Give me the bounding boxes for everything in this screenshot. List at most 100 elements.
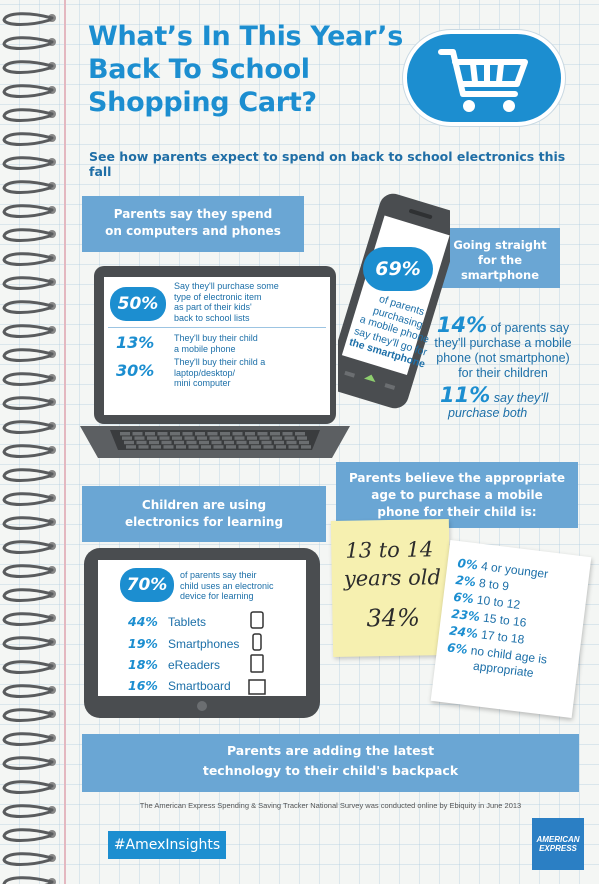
- keyboard-key: [274, 440, 284, 445]
- stat-11-block: 11% say they'll purchase both: [440, 385, 580, 421]
- keyboard-key: [263, 445, 274, 449]
- binding-ring: [2, 540, 54, 554]
- binding-ring: [2, 372, 54, 386]
- stat-69-badge: 69%: [363, 247, 433, 291]
- keyboard-key: [251, 445, 261, 449]
- binding-ring: [2, 684, 54, 698]
- subtitle: See how parents expect to spend on back …: [89, 149, 566, 179]
- keyboard-key: [186, 440, 197, 445]
- stat-11-text: say they'll: [493, 391, 549, 405]
- stat-30-value: 30%: [116, 361, 155, 380]
- keyboard-key: [126, 445, 136, 449]
- keyboard-key: [149, 440, 159, 445]
- spiral-binding: [2, 12, 56, 884]
- backpack-band: Parents are adding the latest technology…: [82, 734, 579, 792]
- computers-phones-band: Parents say they spend on computers and …: [82, 196, 304, 252]
- binding-ring: [2, 348, 54, 362]
- binding-ring: [2, 156, 54, 170]
- binding-ring: [2, 564, 54, 578]
- keyboard-key: [161, 440, 172, 445]
- keyboard-key: [145, 432, 155, 436]
- divider: [108, 327, 326, 328]
- binding-ring: [2, 12, 54, 26]
- keyboard-key: [261, 440, 272, 445]
- smartphone-band-text: Going straight for the smartphone: [453, 238, 547, 282]
- learning-band: Children are using electronics for learn…: [82, 486, 326, 542]
- keyboard-key: [282, 432, 293, 436]
- keyboard-key: [284, 436, 295, 440]
- binding-ring: [2, 108, 54, 122]
- keyboard-key: [297, 436, 307, 440]
- sticky-line: 13 to 14: [345, 537, 434, 563]
- keyboard-key: [232, 432, 243, 436]
- keyboard-key: [182, 432, 193, 436]
- keyboard-key: [207, 432, 218, 436]
- binding-ring: [2, 804, 54, 818]
- sticky-pct: 34%: [366, 603, 421, 633]
- keyboard-key: [238, 445, 249, 449]
- keyboard-key: [299, 440, 309, 445]
- keyboard-key: [211, 440, 222, 445]
- keyboard-key: [195, 432, 205, 436]
- keyboard-key: [224, 440, 234, 445]
- keyboard-key: [257, 432, 268, 436]
- binding-ring: [2, 420, 54, 434]
- binding-ring: [2, 36, 54, 50]
- survey-footnote: The American Express Spending & Saving T…: [139, 801, 522, 810]
- binding-ring: [2, 444, 54, 458]
- binding-ring: [2, 876, 54, 884]
- keyboard-key: [176, 445, 186, 449]
- device-row: 16% Smartboard: [128, 678, 231, 693]
- keyboard-key: [213, 445, 224, 449]
- keyboard-key: [120, 432, 130, 436]
- keyboard-key: [270, 432, 280, 436]
- keyboard-key: [259, 436, 270, 440]
- binding-ring: [2, 252, 54, 266]
- stat-14-line: they'll purchase a mobile: [434, 336, 572, 350]
- keyboard-key: [147, 436, 157, 440]
- keyboard-key: [288, 445, 299, 449]
- keyboard-key: [286, 440, 297, 445]
- smartphone-screen: 69% of parents purchasing a mobile phone…: [348, 247, 433, 387]
- stat-13-value: 13%: [116, 333, 155, 352]
- keyboard-key: [132, 432, 143, 436]
- keyboard-key: [201, 445, 211, 449]
- binding-ring: [2, 204, 54, 218]
- binding-ring: [2, 660, 54, 674]
- sticky-note: 13 to 14 years old 34%: [330, 518, 452, 658]
- keyboard-key: [136, 440, 147, 445]
- stat-13-text: They'll buy their child a mobile phone: [174, 333, 258, 354]
- keyboard-key: [184, 436, 195, 440]
- laptop-screen: 50% Say they'll purchase some type of el…: [104, 277, 330, 415]
- device-row: 44% Tablets: [128, 614, 207, 629]
- amex-logo: AMERICAN EXPRESS: [532, 818, 584, 870]
- stat-70-text: of parents say their child uses an elect…: [180, 570, 274, 601]
- keyboard-key: [234, 436, 245, 440]
- binding-ring: [2, 492, 54, 506]
- keyboard-key: [197, 436, 207, 440]
- tablet-icon: [250, 611, 264, 629]
- keyboard-key: [138, 445, 149, 449]
- stat-70-badge: 70%: [120, 568, 174, 602]
- stat-14-line: phone (not smartphone): [436, 351, 570, 365]
- stat-14-text: of parents say: [490, 321, 570, 335]
- keyboard-key: [226, 445, 236, 449]
- stat-14-line: for their children: [458, 366, 548, 380]
- sticky-line: years old: [343, 565, 442, 591]
- age-breakdown-note: 0% 4 or younger 2% 8 to 9 6% 10 to 12 23…: [430, 539, 592, 719]
- keyboard-key: [222, 436, 232, 440]
- stat-14-block: 14% of parents say they'll purchase a mo…: [428, 315, 578, 381]
- keyboard-key: [170, 432, 180, 436]
- binding-ring: [2, 228, 54, 242]
- binding-ring: [2, 396, 54, 410]
- stat-11-value: 11%: [440, 383, 491, 407]
- binding-ring: [2, 180, 54, 194]
- binding-ring: [2, 636, 54, 650]
- stat-50-text: Say they'll purchase some type of electr…: [174, 281, 279, 323]
- keyboard-key: [122, 436, 132, 440]
- stat-30-text: They'll buy their child a laptop/desktop…: [174, 357, 266, 388]
- binding-ring: [2, 756, 54, 770]
- keyboard-key: [245, 432, 255, 436]
- binding-ring: [2, 732, 54, 746]
- keyboard-key: [124, 440, 134, 445]
